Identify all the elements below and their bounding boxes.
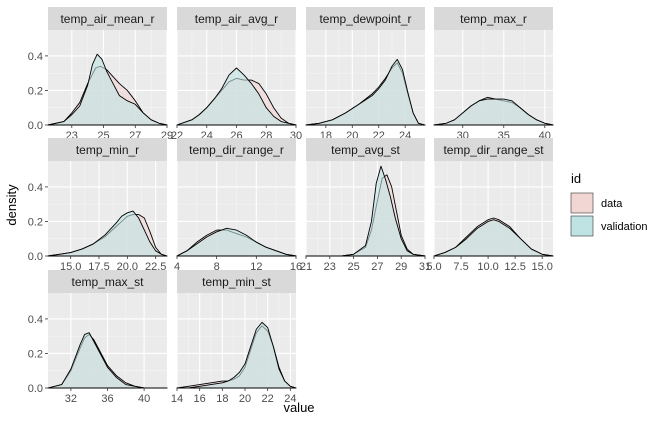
x-tick-label: 10.0 <box>477 261 498 273</box>
x-tick-label: 23 <box>324 261 336 273</box>
minor-gridlines <box>306 161 425 256</box>
y-axis: 0.0 0.2 0.4 <box>28 51 48 132</box>
facet-strip <box>306 7 425 30</box>
facet-title: temp_dir_range_st <box>443 143 544 157</box>
density-area-validation <box>305 165 426 257</box>
x-axis: 32 36 40 <box>65 388 150 405</box>
facet-strip <box>306 138 425 161</box>
facet-title: temp_max_r <box>460 12 527 26</box>
facet-title: temp_min_st <box>202 275 271 289</box>
density-area-validation <box>305 58 426 126</box>
facet-strip <box>48 270 167 293</box>
legend-label-validation: validation <box>601 221 647 233</box>
density-area-validation <box>47 332 168 389</box>
x-tick-label: 12.5 <box>504 261 525 273</box>
facet-temp-air-avg-r: temp_air_avg_r22 24 26 28 30 <box>171 7 302 142</box>
facet-temp-dewpoint-r: temp_dewpoint_r18 20 22 24 <box>305 7 426 142</box>
density-area-validation <box>433 98 554 126</box>
x-tick-label: 27 <box>371 261 383 273</box>
y-tick-label: 0.4 <box>28 314 43 326</box>
facet-temp-avg-st: temp_avg_st 21 23 25 27 29 31 <box>300 138 431 273</box>
major-gridlines <box>305 161 426 257</box>
y-axis-title: density <box>4 184 19 226</box>
x-tick-label: 29 <box>395 261 407 273</box>
facet-temp-min-r: temp_min_r15.0 17.5 20.0 22.50.00.20.4 <box>28 138 168 273</box>
legend-label-data: data <box>601 198 623 210</box>
x-tick-label: 36 <box>101 393 113 405</box>
density-area-validation <box>176 67 297 126</box>
facet-strip <box>177 7 296 30</box>
facet-title: temp_air_avg_r <box>195 12 278 26</box>
x-tick-label: 15.0 <box>531 261 552 273</box>
x-tick-label: 21 <box>300 261 312 273</box>
x-axis: 21 23 25 27 29 31 <box>300 256 431 273</box>
legend-key-data <box>570 192 594 214</box>
x-tick-label: 4 <box>174 261 180 273</box>
x-tick-label: 22 <box>262 393 274 405</box>
x-tick-label: 5.0 <box>426 261 441 273</box>
x-tick-label: 20 <box>239 393 251 405</box>
x-tick-label: 25 <box>347 261 359 273</box>
facet-temp-dir-range-st: temp_dir_range_st 5.0 7.5 10.0 12.5 15.0 <box>426 138 554 273</box>
facet-temp-max-st: temp_max_st 32 36 40 0.0 0.2 0.4 <box>28 270 168 405</box>
x-axis: 5.0 7.5 10.0 12.5 15.0 <box>426 256 553 273</box>
facet-temp-air-mean-r: temp_air_mean_r23 25 27 290.00.20.4 <box>28 7 173 142</box>
density-area-validation <box>47 210 168 257</box>
x-axis: 14 16 18 20 22 24 <box>171 388 296 405</box>
y-tick-label: 0.0 <box>28 251 43 263</box>
y-axis: 0.0 0.2 0.4 <box>28 314 48 395</box>
y-tick-label: 0.0 <box>28 120 43 132</box>
legend: id data validation <box>570 171 647 237</box>
x-tick-label: 14 <box>171 393 183 405</box>
x-tick-label: 32 <box>65 393 77 405</box>
facet-temp-dir-range-r: temp_dir_range_r4 8 12 16 <box>174 138 302 273</box>
facet-strip <box>48 138 167 161</box>
x-tick-label: 18 <box>216 393 228 405</box>
density-area-validation <box>176 227 297 257</box>
x-tick-label: 7.5 <box>453 261 468 273</box>
x-tick-label: 40 <box>138 393 150 405</box>
facet-strip <box>177 138 296 161</box>
density-area-validation <box>433 219 554 257</box>
facet-strip <box>177 270 296 293</box>
legend-key-validation <box>570 215 594 237</box>
x-tick-label: 31 <box>419 261 431 273</box>
y-tick-label: 0.2 <box>28 348 43 360</box>
y-tick-label: 0.4 <box>28 51 43 63</box>
density-area-validation <box>176 321 297 389</box>
facet-strip <box>434 7 553 30</box>
x-tick-label: 24 <box>284 393 296 405</box>
legend-title: id <box>571 171 581 186</box>
facet-title: temp_min_r <box>76 143 139 157</box>
facet-title: temp_max_st <box>71 275 144 289</box>
y-tick-label: 0.2 <box>28 85 43 97</box>
x-axis-title: value <box>283 400 314 415</box>
x-tick-label: 8 <box>214 261 220 273</box>
x-tick-label: 16 <box>194 393 206 405</box>
facet-temp-max-r: temp_max_r30 35 40 <box>433 7 554 142</box>
density-area-validation <box>47 53 168 126</box>
facet-title: temp_dir_range_r <box>189 143 284 157</box>
facet-title: temp_air_mean_r <box>60 12 154 26</box>
facet-title: temp_dewpoint_r <box>319 12 411 26</box>
facet-strip <box>434 138 553 161</box>
y-axis: 0.0 0.2 0.4 <box>28 182 48 263</box>
y-tick-label: 0.4 <box>28 182 43 194</box>
y-tick-label: 0.0 <box>28 383 43 395</box>
facet-strip <box>48 7 167 30</box>
facet-panels: temp_air_mean_r 23 25 27 29 0.0 0.2 0.4 temp_air… <box>28 7 554 405</box>
facet-temp-min-st: temp_min_st 14 16 18 20 22 24 <box>171 270 297 405</box>
facet-title: temp_avg_st <box>331 143 400 157</box>
y-tick-label: 0.2 <box>28 216 43 228</box>
